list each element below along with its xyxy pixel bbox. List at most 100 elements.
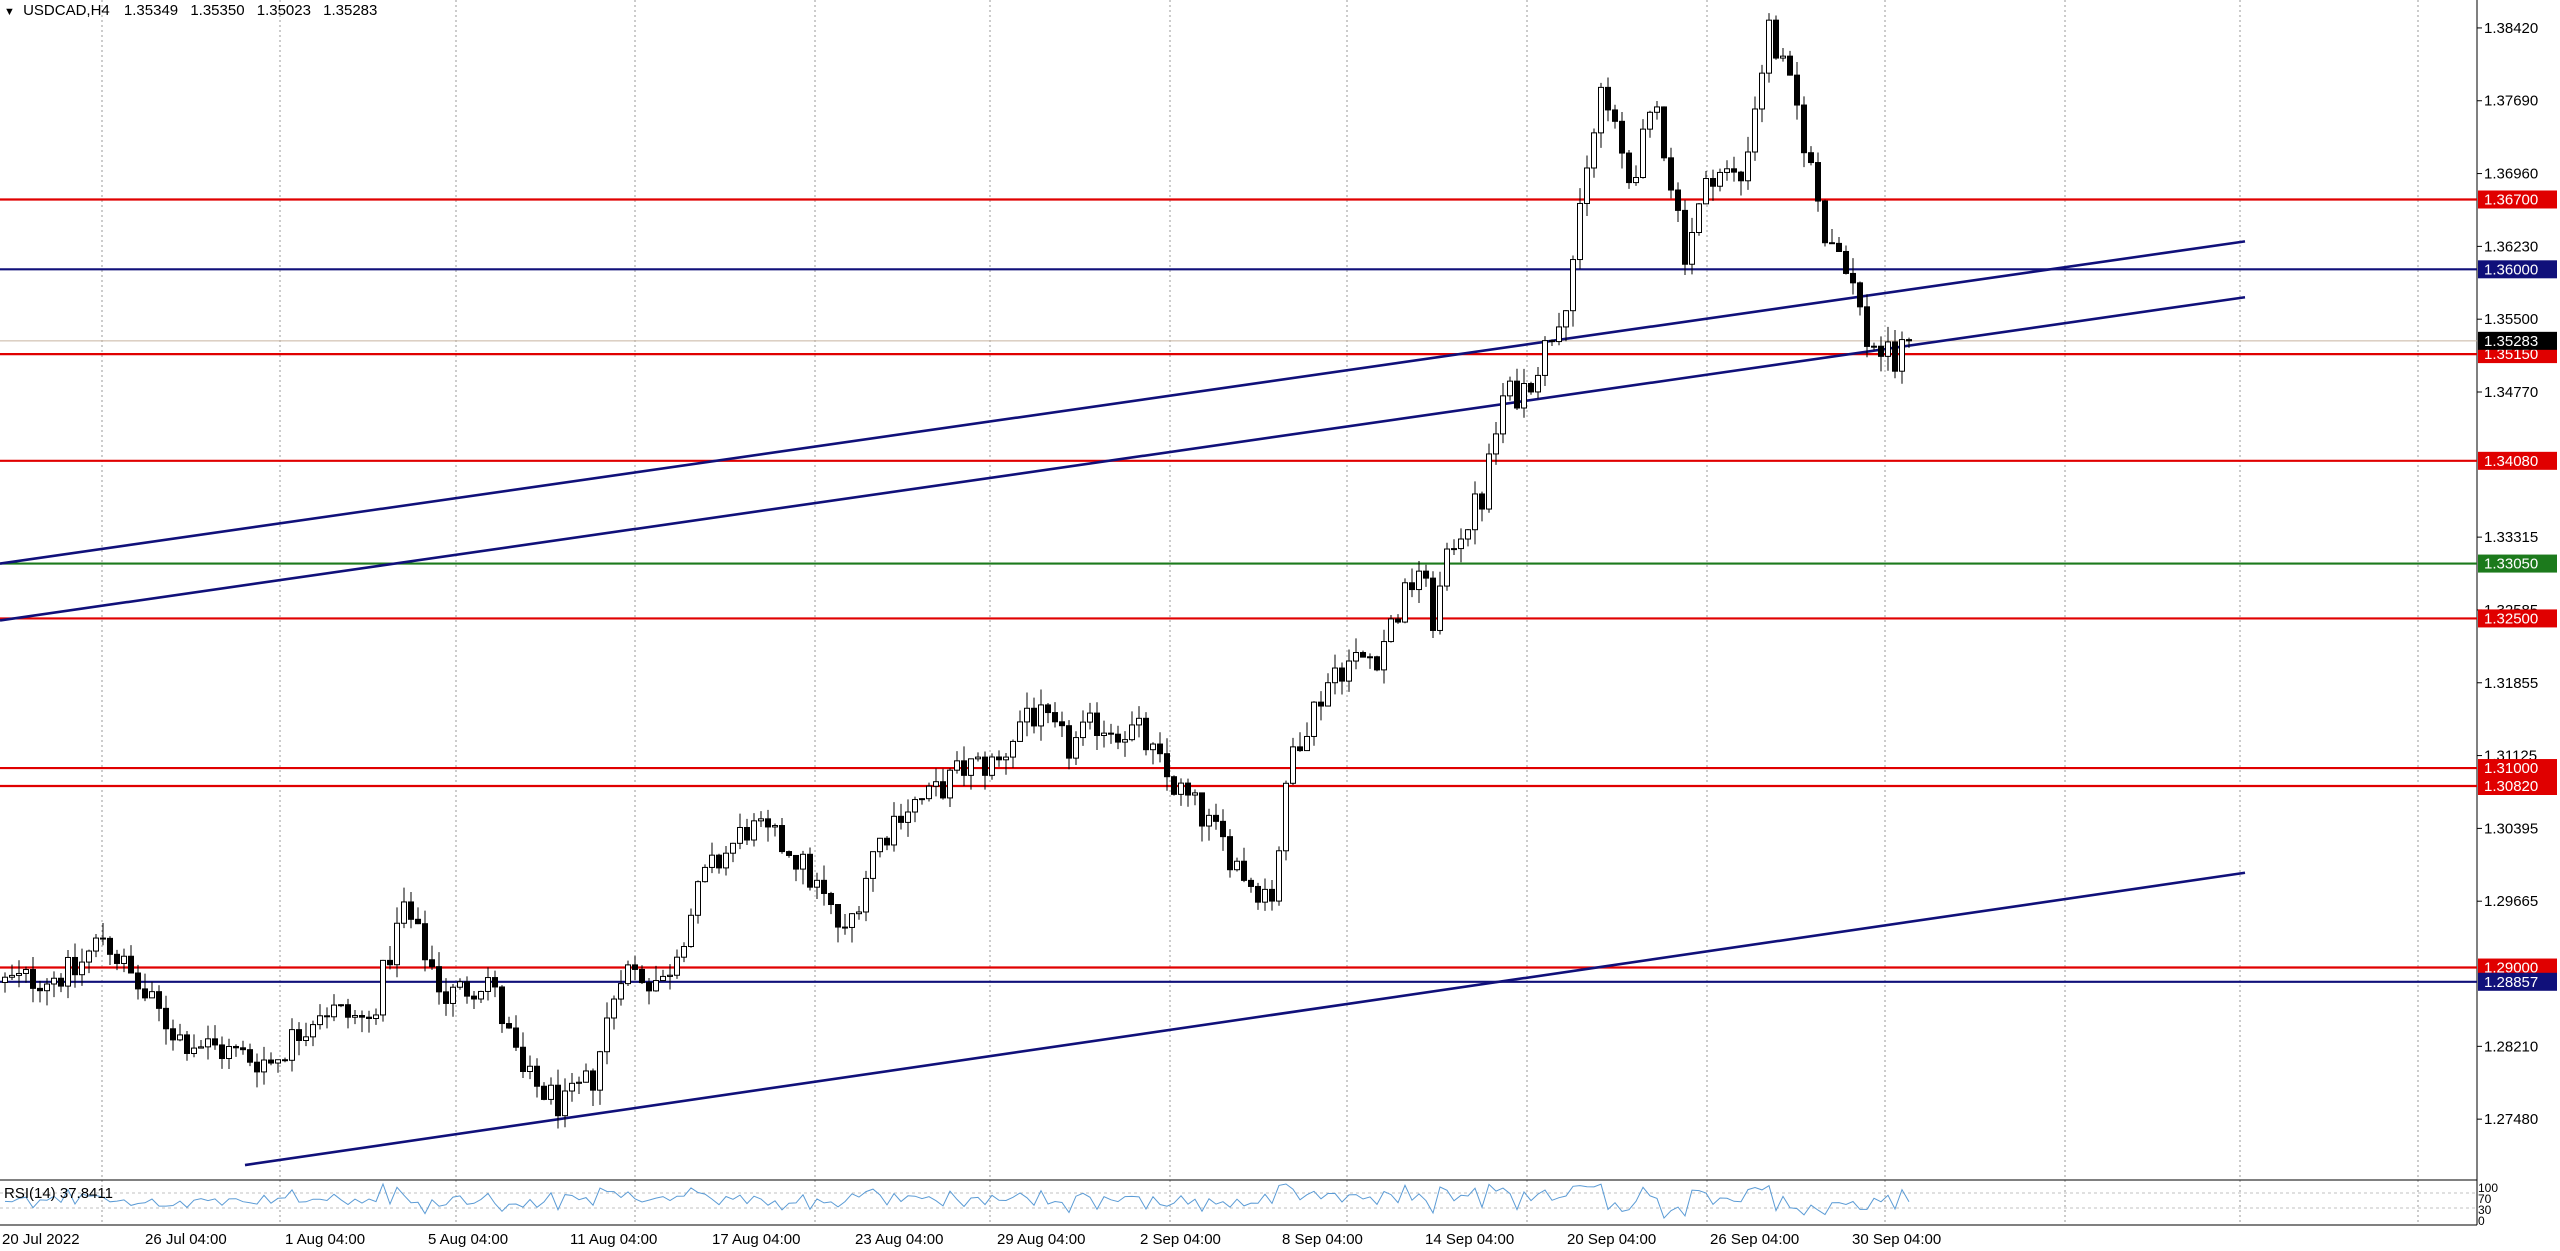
candle-body (121, 955, 127, 964)
candle (422, 910, 428, 972)
candle (1367, 653, 1373, 669)
level-tag (2478, 759, 2557, 778)
candle (709, 842, 715, 874)
candle-body (177, 1034, 183, 1041)
candle-body (765, 818, 771, 828)
level-tag (2478, 958, 2557, 977)
level-tag-label: 1.30820 (2484, 778, 2538, 795)
candle-body (499, 986, 505, 1025)
candle-body (1619, 120, 1625, 154)
candle-body (429, 959, 435, 968)
x-tick-label: 1 Aug 04:00 (285, 1231, 365, 1248)
candle (1283, 780, 1289, 861)
candle-body (730, 842, 736, 854)
candle (1661, 106, 1667, 162)
collapse-triangle-icon[interactable]: ▼ (4, 6, 15, 18)
candle-body (954, 760, 960, 771)
candle-body (723, 852, 729, 869)
candle (289, 1018, 295, 1072)
candle-body (576, 1081, 582, 1084)
candle-body (1556, 326, 1562, 343)
candle (1381, 629, 1387, 684)
candle-body (800, 853, 806, 870)
candle (702, 864, 708, 883)
candle-body (1668, 157, 1674, 191)
candle-body (93, 937, 99, 952)
candle-body (1024, 707, 1030, 723)
candle (1038, 689, 1044, 741)
candle-body (1122, 739, 1128, 743)
candle-body (205, 1038, 211, 1048)
candle-body (1661, 106, 1667, 159)
x-tick-label: 14 Sep 04:00 (1425, 1231, 1514, 1248)
candle-body (254, 1061, 260, 1073)
candle (450, 984, 456, 1017)
candle-body (877, 837, 883, 853)
candle (1556, 312, 1562, 346)
candle (1353, 638, 1359, 670)
candle-body (1465, 529, 1471, 540)
candle-body (128, 955, 134, 974)
candle (1738, 170, 1744, 196)
candle-body (583, 1070, 589, 1083)
candle (597, 1050, 603, 1105)
candle (1304, 722, 1310, 752)
candle-body (1297, 746, 1303, 752)
candle-body (1017, 721, 1023, 742)
candle-body (604, 1017, 610, 1053)
candle-body (814, 879, 820, 888)
candle-body (1038, 704, 1044, 727)
candle-body (1101, 732, 1107, 736)
candle (380, 959, 386, 1022)
candle (968, 758, 974, 790)
candle-body (1416, 570, 1422, 591)
candle-body (261, 1059, 267, 1073)
candle-body (758, 818, 764, 822)
candle-body (947, 769, 953, 799)
candle-body (1570, 259, 1576, 312)
candle-body (1031, 707, 1037, 727)
candle (415, 907, 421, 925)
candle-body (1514, 380, 1520, 409)
candle-body (660, 975, 666, 982)
candle (478, 990, 484, 1004)
candle (1759, 64, 1765, 123)
candle (541, 1082, 547, 1101)
candle-body (324, 1015, 330, 1018)
candle-body (1248, 879, 1254, 887)
candle (1318, 691, 1324, 721)
candle-body (1262, 888, 1268, 903)
candle (142, 973, 148, 1002)
candle-body (611, 998, 617, 1019)
candle-body (1059, 721, 1065, 727)
candle (779, 818, 785, 854)
candle (653, 965, 659, 992)
candle (835, 904, 841, 943)
candle-body (79, 961, 85, 976)
candle-body (1346, 660, 1352, 682)
candle (1906, 337, 1912, 348)
candle-body (1052, 712, 1058, 723)
candle-body (1850, 272, 1856, 284)
candle-body (72, 956, 78, 976)
candle-body (590, 1070, 596, 1091)
candle-body (156, 991, 162, 1009)
candle (408, 891, 414, 929)
candle (51, 971, 57, 998)
rsi-line (4, 1182, 1910, 1220)
candle-body (1108, 732, 1114, 735)
candle (604, 1002, 610, 1065)
candle-body (1080, 721, 1086, 739)
candle (611, 995, 617, 1030)
candle-body (905, 811, 911, 823)
candle-body (1542, 340, 1548, 376)
candle (366, 1010, 372, 1033)
y-tick-label: 1.38420 (2484, 20, 2538, 37)
candle (198, 1039, 204, 1049)
bid-tag-label: 1.35283 (2484, 333, 2538, 350)
candle-body (926, 785, 932, 800)
candle (233, 1044, 239, 1057)
candle-body (191, 1047, 197, 1054)
